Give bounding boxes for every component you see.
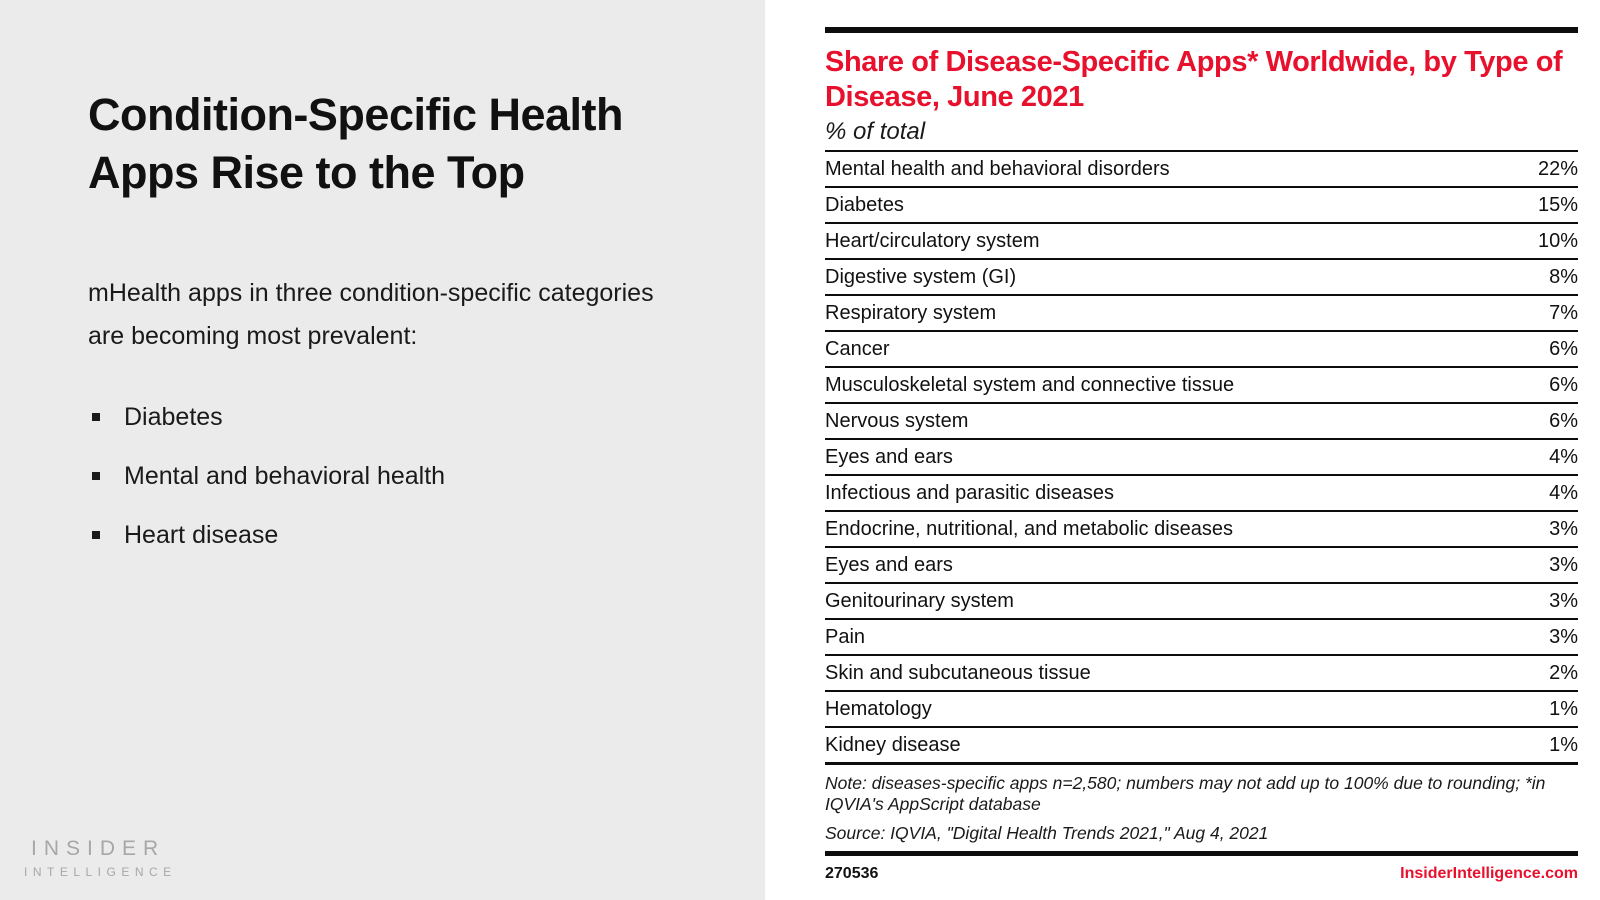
row-value: 6% [1549, 410, 1578, 432]
bullet-item-label: Heart disease [124, 521, 279, 549]
table-row: Digestive system (GI) 8% [825, 258, 1578, 294]
footer-divider [825, 851, 1578, 856]
chart-container: Share of Disease-Specific Apps* Worldwid… [825, 27, 1578, 883]
row-label: Eyes and ears [825, 554, 953, 576]
row-value: 4% [1549, 482, 1578, 504]
row-label: Hematology [825, 698, 932, 720]
table-row: Mental health and behavioral disorders 2… [825, 150, 1578, 186]
row-label: Diabetes [825, 194, 904, 216]
row-label: Skin and subcutaneous tissue [825, 662, 1091, 684]
left-panel: Condition-Specific Health Apps Rise to t… [0, 0, 765, 900]
row-label: Genitourinary system [825, 590, 1014, 612]
row-label: Musculoskeletal system and connective ti… [825, 374, 1235, 396]
insider-intelligence-link[interactable]: InsiderIntelligence.com [1400, 865, 1578, 882]
row-label: Pain [825, 626, 866, 648]
chart-note: Note: diseases-specific apps n=2,580; nu… [825, 773, 1546, 814]
row-label: Mental health and behavioral disorders [825, 158, 1170, 180]
chart-footer: 270536 InsiderIntelligence.com [825, 865, 1578, 883]
bullet-item: Diabetes [88, 402, 765, 432]
row-value: 2% [1549, 662, 1578, 684]
table-row: Skin and subcutaneous tissue 2% [825, 654, 1578, 690]
row-value: 1% [1549, 698, 1578, 720]
table-row: Endocrine, nutritional, and metabolic di… [825, 510, 1578, 546]
table-row: Hematology 1% [825, 690, 1578, 726]
row-label: Endocrine, nutritional, and metabolic di… [825, 518, 1234, 540]
row-value: 3% [1549, 590, 1578, 612]
table-row: Musculoskeletal system and connective ti… [825, 366, 1578, 402]
row-label: Heart/circulatory system [825, 230, 1040, 252]
table-row: Heart/circulatory system 10% [825, 222, 1578, 258]
table-row: Eyes and ears 4% [825, 438, 1578, 474]
left-content: Condition-Specific Health Apps Rise to t… [0, 0, 765, 550]
table-row: Genitourinary system 3% [825, 582, 1578, 618]
chart-subtitle: % of total [825, 118, 926, 145]
chart-title: Share of Disease-Specific Apps* Worldwid… [825, 46, 1563, 113]
disease-table: Mental health and behavioral disorders 2… [825, 150, 1578, 765]
table-row: Nervous system 6% [825, 402, 1578, 438]
row-value: 3% [1549, 626, 1578, 648]
chart-source: Source: IQVIA, "Digital Health Trends 20… [825, 823, 1269, 843]
bullet-list: Diabetes Mental and behavioral health He… [88, 402, 765, 550]
row-value: 6% [1549, 374, 1578, 396]
table-row: Pain 3% [825, 618, 1578, 654]
bullet-item: Heart disease [88, 520, 765, 550]
row-value: 1% [1549, 734, 1578, 756]
row-label: Nervous system [825, 410, 969, 432]
table-row: Eyes and ears 3% [825, 546, 1578, 582]
row-label: Respiratory system [825, 302, 997, 324]
row-label: Digestive system (GI) [825, 266, 1017, 288]
row-value: 3% [1549, 518, 1578, 540]
bullet-square-icon [92, 531, 100, 539]
row-label: Cancer [825, 338, 890, 360]
bullet-item-label: Diabetes [124, 403, 223, 431]
table-row: Infectious and parasitic diseases 4% [825, 474, 1578, 510]
chart-panel: Share of Disease-Specific Apps* Worldwid… [765, 0, 1600, 900]
table-row: Respiratory system 7% [825, 294, 1578, 330]
row-label: Kidney disease [825, 734, 961, 756]
top-divider [825, 27, 1578, 33]
row-value: 22% [1537, 158, 1578, 180]
bullet-item: Mental and behavioral health [88, 461, 765, 491]
logo-intelligence-text: INTELLIGENCE [24, 865, 177, 879]
logo-insider-text: INSIDER [31, 837, 166, 860]
slide-intro: mHealth apps in three condition-specific… [88, 279, 654, 350]
row-label: Eyes and ears [825, 446, 953, 468]
row-label: Infectious and parasitic diseases [825, 482, 1115, 504]
bullet-square-icon [92, 413, 100, 421]
row-value: 4% [1549, 446, 1578, 468]
chart-id: 270536 [825, 865, 879, 882]
bullet-square-icon [92, 472, 100, 480]
table-row: Diabetes 15% [825, 186, 1578, 222]
slide-title: Condition-Specific Health Apps Rise to t… [88, 89, 624, 198]
table-row: Kidney disease 1% [825, 726, 1578, 762]
row-value: 8% [1549, 266, 1578, 288]
row-value: 6% [1549, 338, 1578, 360]
bullet-item-label: Mental and behavioral health [124, 462, 446, 490]
table-row: Cancer 6% [825, 330, 1578, 366]
row-value: 7% [1549, 302, 1578, 324]
row-value: 3% [1549, 554, 1578, 576]
row-value: 15% [1537, 194, 1578, 216]
row-value: 10% [1537, 230, 1578, 252]
insider-intelligence-logo: INSIDER INTELLIGENCE [24, 837, 177, 879]
